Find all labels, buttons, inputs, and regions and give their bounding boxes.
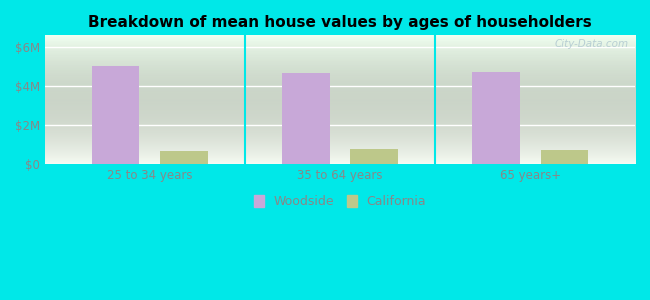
Bar bbox=[473, 72, 520, 164]
Legend: Woodside, California: Woodside, California bbox=[250, 192, 430, 212]
Bar bbox=[282, 74, 330, 164]
Bar bbox=[160, 151, 208, 164]
Title: Breakdown of mean house values by ages of householders: Breakdown of mean house values by ages o… bbox=[88, 15, 592, 30]
Text: City-Data.com: City-Data.com bbox=[555, 39, 629, 49]
Bar bbox=[92, 66, 139, 164]
Bar bbox=[350, 149, 398, 164]
Bar bbox=[541, 150, 588, 164]
